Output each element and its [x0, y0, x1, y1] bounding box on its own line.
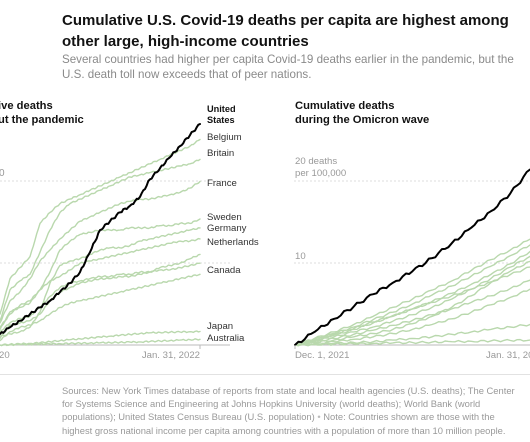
charts-canvas: ive deaths ut the pandemic 0 United Stat…: [0, 100, 530, 361]
label-germany: Germany: [207, 223, 247, 234]
left-country-labels: United States Belgium Britain France Swe…: [207, 104, 259, 344]
label-belgium: Belgium: [207, 132, 242, 143]
left-line-australia: [0, 338, 201, 347]
left-x-tick-start: 20: [0, 350, 10, 361]
right-chart-title-line1: Cumulative deaths: [295, 100, 394, 112]
label-sweden: Sweden: [207, 212, 242, 223]
footer-divider: [0, 374, 530, 375]
left-line-france: [0, 180, 201, 324]
right-y-unit-label: per 100,000: [295, 168, 346, 179]
source-separator: •: [317, 411, 321, 423]
label-united-states-line1: United: [207, 104, 236, 114]
right-line-peer-2: [294, 244, 530, 346]
left-chart-title-line1: ive deaths: [0, 100, 53, 112]
right-line-peer-1: [294, 238, 530, 346]
right-y-tick-20: 20 deaths: [295, 156, 337, 167]
label-japan: Japan: [207, 321, 233, 332]
label-france: France: [207, 178, 237, 189]
label-canada: Canada: [207, 265, 241, 276]
left-line-britain: [0, 158, 201, 322]
sources-text: Sources: New York Times database of repo…: [62, 385, 515, 423]
right-x-tick-start-label: Dec. 1, 2021: [295, 350, 349, 361]
right-line-peer-7: [294, 279, 530, 346]
right-line-peer-8: [294, 288, 530, 347]
left-line-peer-11: [0, 253, 201, 340]
right-line-united-states: [294, 168, 530, 346]
left-panel: ive deaths ut the pandemic 0 United Stat…: [0, 100, 259, 361]
note-text: Note: Countries shown are those with the…: [62, 411, 506, 436]
left-line-peer-10: [0, 273, 201, 342]
right-series-lines: [294, 168, 530, 347]
left-line-belgium: [0, 138, 201, 315]
label-australia: Australia: [207, 333, 245, 344]
right-y-tick-10: 10: [295, 251, 306, 262]
right-line-peer-9: [294, 323, 530, 347]
left-chart-title-line2: ut the pandemic: [0, 114, 84, 126]
right-line-peer-6: [294, 266, 530, 346]
left-line-united-states: [0, 123, 201, 335]
left-series-lines: [0, 123, 201, 347]
right-line-peer-5: [294, 260, 530, 346]
label-britain: Britain: [207, 148, 234, 159]
right-line-peer-4: [294, 255, 530, 346]
headline: Cumulative U.S. Covid-19 deaths per capi…: [62, 12, 509, 50]
source-note: Sources: New York Times database of repo…: [62, 384, 524, 437]
right-panel: Cumulative deaths during the Omicron wav…: [294, 100, 530, 361]
left-line-canada: [0, 262, 201, 333]
label-united-states-line2: States: [207, 115, 235, 125]
right-chart-title-line2: during the Omicron wave: [295, 114, 429, 126]
left-x-tick-end-label: Jan. 31, 2022: [142, 350, 200, 361]
left-line-germany: [0, 227, 201, 337]
left-y-tick-label: 0: [0, 168, 5, 179]
left-line-netherlands: [0, 237, 201, 331]
label-netherlands: Netherlands: [207, 237, 259, 248]
right-line-peer-10: [294, 338, 530, 347]
right-x-tick-end-label: Jan. 31, 2022: [486, 350, 530, 361]
dek-subtitle: Several countries had higher per capita …: [62, 53, 514, 81]
